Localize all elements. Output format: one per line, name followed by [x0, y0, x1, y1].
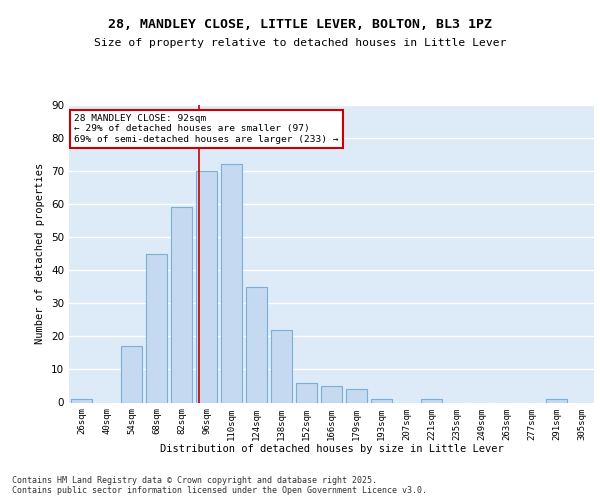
Bar — [421, 399, 442, 402]
Text: 28 MANDLEY CLOSE: 92sqm
← 29% of detached houses are smaller (97)
69% of semi-de: 28 MANDLEY CLOSE: 92sqm ← 29% of detache… — [74, 114, 339, 144]
X-axis label: Distribution of detached houses by size in Little Lever: Distribution of detached houses by size … — [160, 444, 503, 454]
Text: Size of property relative to detached houses in Little Lever: Size of property relative to detached ho… — [94, 38, 506, 48]
Bar — [71, 399, 92, 402]
Bar — [371, 399, 392, 402]
Bar — [296, 382, 317, 402]
Bar — [246, 287, 267, 403]
Bar — [546, 399, 567, 402]
Bar — [196, 171, 217, 402]
Bar — [146, 254, 167, 402]
Bar — [221, 164, 242, 402]
Text: Contains HM Land Registry data © Crown copyright and database right 2025.
Contai: Contains HM Land Registry data © Crown c… — [12, 476, 427, 495]
Text: 28, MANDLEY CLOSE, LITTLE LEVER, BOLTON, BL3 1PZ: 28, MANDLEY CLOSE, LITTLE LEVER, BOLTON,… — [108, 18, 492, 30]
Bar — [321, 386, 342, 402]
Bar — [271, 330, 292, 402]
Y-axis label: Number of detached properties: Number of detached properties — [35, 163, 46, 344]
Bar — [171, 208, 192, 402]
Bar — [121, 346, 142, 403]
Bar — [346, 390, 367, 402]
